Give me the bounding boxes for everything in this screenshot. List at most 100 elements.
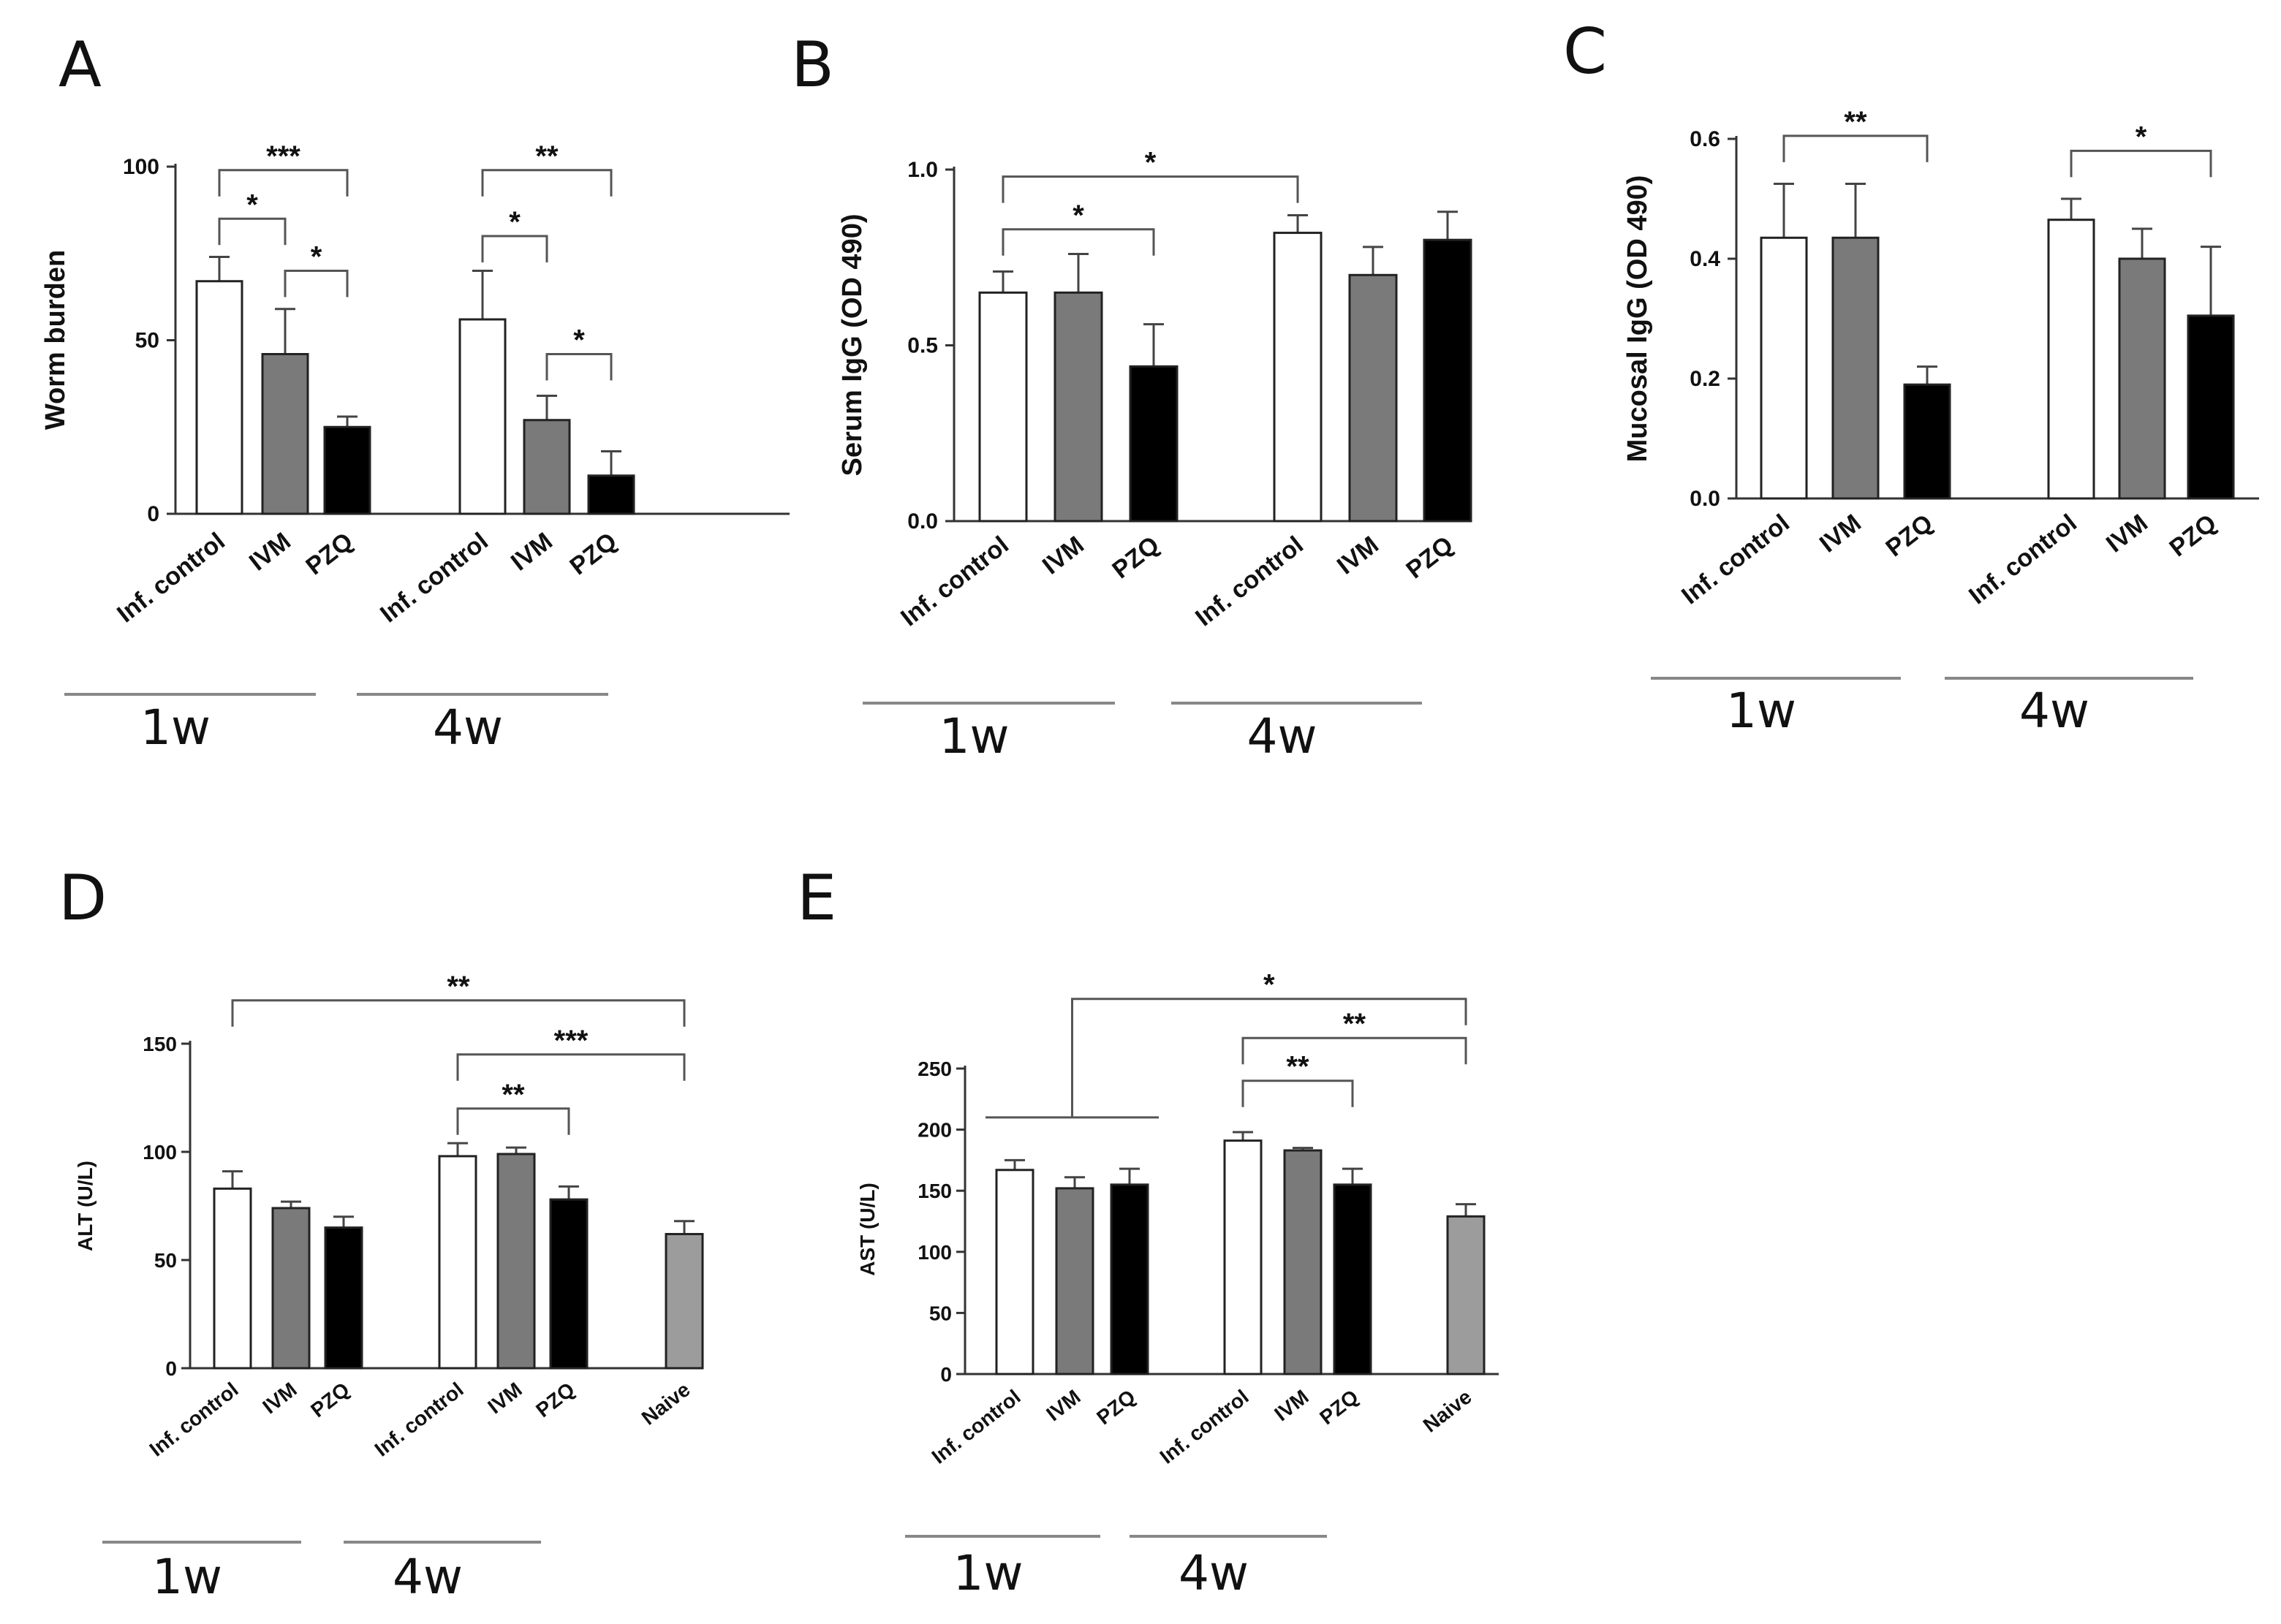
- group-label: 4w: [433, 699, 503, 756]
- bar: [1110, 1183, 1149, 1376]
- y-tick-label: 0.0: [1690, 487, 1720, 511]
- x-category-label: PZQ: [2164, 509, 2221, 562]
- bar: [195, 280, 243, 515]
- bar: [2047, 219, 2095, 500]
- significance-bracket: [1241, 1079, 1354, 1107]
- y-tick-label: 250: [918, 1058, 952, 1080]
- x-category-label: IVM: [1270, 1385, 1312, 1425]
- bar: [2118, 257, 2166, 500]
- x-category-label: IVM: [1037, 531, 1089, 580]
- significance-label: **: [1844, 106, 1867, 138]
- x-category-label: IVM: [1042, 1385, 1084, 1425]
- y-tick-label: 50: [135, 329, 159, 353]
- y-axis-label: Worm burden: [40, 250, 71, 430]
- x-category-label: IVM: [258, 1378, 300, 1418]
- panel-letter: A: [58, 29, 102, 102]
- significance-bracket: [456, 1053, 686, 1081]
- bar: [1055, 1187, 1094, 1376]
- x-category-label: IVM: [506, 527, 558, 576]
- x-category-label: Inf. control: [112, 527, 230, 628]
- chart-panel-b: B 0.0 0.5 1.0 Serum IgG (OD 490) Inf. control…: [791, 29, 1472, 764]
- y-tick-label: 0.6: [1690, 127, 1720, 151]
- significance-label: **: [1343, 1008, 1366, 1040]
- bar: [523, 419, 571, 515]
- group-label: 4w: [393, 1549, 463, 1605]
- significance-bracket: [456, 1107, 570, 1135]
- group-label: 1w: [1726, 683, 1796, 739]
- bar: [1348, 273, 1398, 523]
- bar: [323, 425, 371, 515]
- bar: [978, 291, 1028, 523]
- significance-bracket: [481, 169, 613, 197]
- x-category-label: Inf. control: [928, 1385, 1025, 1468]
- bar: [271, 1207, 311, 1370]
- bar: [1273, 232, 1323, 523]
- x-category-label: PZQ: [1401, 531, 1458, 584]
- significance-label: *: [573, 325, 585, 357]
- significance-label: *: [1073, 200, 1084, 232]
- bar: [1903, 383, 1951, 500]
- x-category-label: Inf. control: [1676, 509, 1795, 610]
- significance-label: **: [535, 140, 559, 172]
- x-category-label: PZQ: [532, 1378, 578, 1422]
- y-tick-label: 0: [165, 1357, 177, 1380]
- y-axis-label: Serum IgG (OD 490): [837, 214, 868, 477]
- bar: [324, 1226, 363, 1370]
- y-tick-label: 0: [940, 1363, 952, 1386]
- y-tick-label: 1.0: [907, 158, 938, 182]
- panel-letter: E: [797, 862, 836, 935]
- significance-label: *: [1263, 969, 1275, 1001]
- y-tick-label: 0.4: [1690, 247, 1720, 271]
- bar: [438, 1155, 477, 1370]
- x-category-label: Inf. control: [145, 1378, 243, 1460]
- bar: [1760, 236, 1808, 500]
- x-category-label: IVM: [244, 527, 296, 576]
- x-category-label: PZQ: [1315, 1385, 1362, 1429]
- significance-label: *: [246, 189, 258, 221]
- y-tick-label: 150: [918, 1180, 952, 1202]
- bar: [1423, 238, 1472, 523]
- group-label: 1w: [152, 1549, 222, 1605]
- y-axis-label: Mucosal IgG (OD 490): [1622, 175, 1653, 463]
- significance-label: ***: [266, 140, 300, 172]
- bar: [1283, 1149, 1323, 1376]
- significance-bracket: [231, 999, 686, 1027]
- significance-bracket: [218, 169, 349, 197]
- group-label: 1w: [953, 1545, 1024, 1601]
- x-category-label: PZQ: [306, 1378, 353, 1422]
- bar: [1223, 1139, 1263, 1376]
- y-tick-label: 0.2: [1690, 367, 1720, 391]
- x-category-label: Inf. control: [375, 527, 493, 628]
- significance-bracket: [1782, 134, 1929, 162]
- y-tick-label: 150: [143, 1033, 177, 1055]
- bar: [213, 1187, 252, 1370]
- bar: [261, 353, 309, 515]
- x-category-label: Inf. control: [1964, 509, 2082, 610]
- y-tick-label: 100: [143, 1141, 177, 1164]
- y-tick-label: 0.0: [907, 509, 938, 534]
- bar: [549, 1198, 589, 1370]
- bar: [496, 1153, 536, 1370]
- y-axis-label: AST (U/L): [856, 1183, 879, 1276]
- x-category-label: PZQ: [300, 527, 358, 580]
- y-tick-label: 200: [918, 1119, 952, 1142]
- significance-bracket: [545, 353, 613, 381]
- group-label: 4w: [1247, 708, 1317, 764]
- bar: [665, 1232, 704, 1370]
- x-category-label: IVM: [2101, 509, 2153, 558]
- x-category-label: Inf. control: [1156, 1385, 1253, 1468]
- significance-label: *: [2136, 121, 2147, 153]
- x-category-label: IVM: [1332, 531, 1384, 580]
- group-label: 1w: [939, 708, 1010, 764]
- x-category-label: PZQ: [1092, 1385, 1139, 1429]
- bar: [1831, 236, 1880, 500]
- bar: [1129, 365, 1179, 523]
- x-category-label: IVM: [1815, 509, 1866, 558]
- significance-bracket: [284, 270, 349, 297]
- x-category-label: PZQ: [1107, 531, 1164, 584]
- x-category-label: PZQ: [564, 527, 621, 580]
- x-category-label: Inf. control: [371, 1378, 468, 1460]
